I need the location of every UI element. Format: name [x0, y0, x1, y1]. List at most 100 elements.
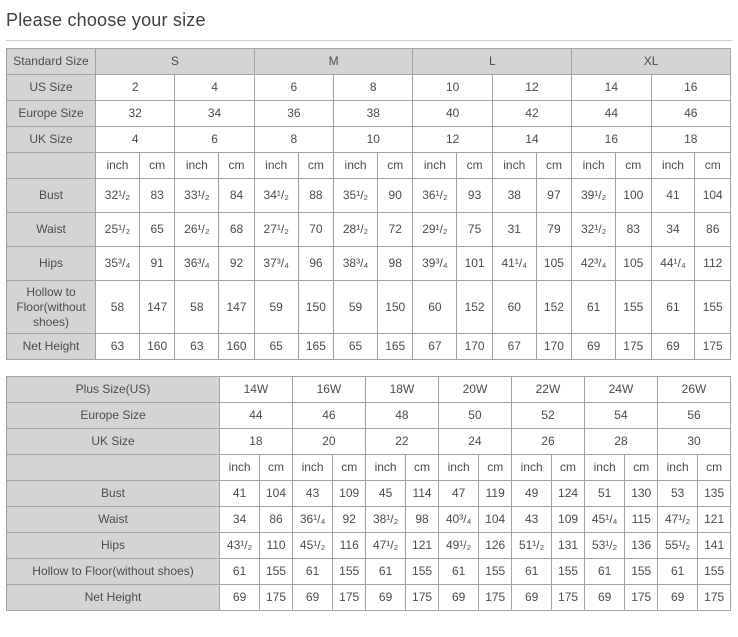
- row-label-cell: Europe Size: [6, 100, 96, 127]
- value-cell: 53¹/₂: [583, 532, 626, 559]
- value-cell: 35¹/₂: [333, 178, 379, 213]
- value-cell: 68: [218, 212, 255, 247]
- value-cell: 86: [694, 212, 731, 247]
- unit-header-cell: inch: [583, 454, 626, 481]
- value-cell: 28¹/₂: [333, 212, 379, 247]
- value-cell: 175: [697, 584, 731, 611]
- value-cell: 45¹/₄: [583, 506, 626, 533]
- value-cell: 150: [297, 280, 335, 334]
- row-label-cell: Hips: [6, 532, 220, 559]
- unit-header-cell: inch: [365, 454, 407, 481]
- row-label-cell: Bust: [6, 480, 220, 507]
- row-label-cell: Hips: [6, 246, 96, 281]
- hips-row: Hips 43¹/₂ 110 45¹/₂ 116 47¹/₂ 121 49¹/₂ 126 51¹/…: [6, 532, 731, 559]
- value-cell: 72: [377, 212, 414, 247]
- value-cell: 69: [583, 584, 626, 611]
- unit-header-cell: inch: [174, 152, 220, 179]
- value-cell: 114: [405, 480, 439, 507]
- value-cell: 25¹/₂: [95, 212, 140, 247]
- value-cell: 175: [259, 584, 293, 611]
- value-cell: 160: [138, 333, 176, 360]
- value-cell: 38: [491, 178, 537, 213]
- value-cell: 116: [332, 532, 367, 559]
- value-cell: 51: [583, 480, 626, 507]
- value-cell: 34: [650, 212, 696, 247]
- row-label-cell: Europe Size: [6, 402, 220, 429]
- value-cell: 14: [571, 74, 652, 101]
- value-cell: 38¹/₂: [365, 506, 407, 533]
- value-cell: 136: [624, 532, 659, 559]
- unit-header-cell: cm: [332, 454, 367, 481]
- unit-header-cell: cm: [697, 454, 731, 481]
- value-cell: 175: [624, 584, 659, 611]
- value-cell: 109: [332, 480, 367, 507]
- value-cell: 79: [535, 212, 573, 247]
- value-cell: 170: [535, 333, 573, 360]
- value-cell: 98: [377, 246, 414, 281]
- value-cell: 31: [491, 212, 537, 247]
- value-cell: 38: [333, 100, 414, 127]
- value-cell: 65: [333, 333, 379, 360]
- value-cell: 10: [333, 126, 414, 153]
- value-cell: 112: [694, 246, 731, 281]
- value-cell: 50: [437, 402, 513, 429]
- value-cell: 42³/₄: [571, 246, 617, 281]
- value-cell: 16W: [291, 376, 367, 403]
- row-label-cell: US Size: [6, 74, 96, 101]
- value-cell: 63: [174, 333, 220, 360]
- value-cell: 121: [405, 532, 439, 559]
- value-cell: 41: [650, 178, 696, 213]
- value-cell: 14: [491, 126, 573, 153]
- value-cell: 104: [478, 506, 513, 533]
- value-cell: 33¹/₂: [174, 178, 220, 213]
- unit-header-cell: inch: [291, 454, 334, 481]
- value-cell: 96: [297, 246, 335, 281]
- value-cell: 175: [694, 333, 731, 360]
- value-cell: 135: [697, 480, 731, 507]
- value-cell: 54: [583, 402, 659, 429]
- value-cell: 61: [365, 558, 407, 585]
- value-cell: 36³/₄: [174, 246, 220, 281]
- value-cell: 69: [571, 333, 617, 360]
- value-cell: 18W: [365, 376, 439, 403]
- value-cell: 105: [615, 246, 652, 281]
- value-cell: 36¹/₄: [291, 506, 334, 533]
- value-cell: 109: [551, 506, 585, 533]
- value-cell: 126: [478, 532, 513, 559]
- value-cell: 59: [333, 280, 379, 334]
- value-cell: 67: [412, 333, 458, 360]
- value-cell: 53: [657, 480, 699, 507]
- value-cell: 46: [291, 402, 367, 429]
- value-cell: 58: [174, 280, 220, 334]
- value-cell: 155: [694, 280, 731, 334]
- value-cell: 45¹/₂: [291, 532, 334, 559]
- value-cell: 61: [650, 280, 696, 334]
- us-size-row: US Size 2 4 6 8 10 12 14 16: [6, 74, 732, 101]
- value-cell: 110: [259, 532, 293, 559]
- value-cell: 100: [615, 178, 652, 213]
- value-cell: 61: [437, 558, 480, 585]
- value-cell: 115: [624, 506, 659, 533]
- value-cell: 51¹/₂: [511, 532, 553, 559]
- value-cell: 4: [94, 126, 176, 153]
- value-cell: 84: [218, 178, 255, 213]
- value-cell: 32: [94, 100, 176, 127]
- unit-header-cell: inch: [437, 454, 480, 481]
- value-cell: 175: [551, 584, 585, 611]
- value-cell: 83: [138, 178, 176, 213]
- unit-header-cell: cm: [218, 152, 255, 179]
- value-cell: 12: [412, 126, 493, 153]
- row-label-cell: Hollow to Floor(without shoes): [6, 280, 96, 334]
- value-cell: 121: [697, 506, 731, 533]
- row-label-cell: Waist: [6, 212, 96, 247]
- size-group-cell: M: [253, 48, 414, 75]
- row-label-cell: UK Size: [6, 126, 96, 153]
- unit-header-cell: cm: [478, 454, 513, 481]
- value-cell: 60: [491, 280, 537, 334]
- value-cell: 44¹/₄: [650, 246, 696, 281]
- unit-header-cell: inch: [491, 152, 537, 179]
- hips-row: Hips 35³/₄ 91 36³/₄ 92 37³/₄ 96 38³/₄ 98 39³/₄ 101…: [6, 246, 731, 281]
- unit-header-cell: inch: [571, 152, 617, 179]
- size-group-cell: L: [412, 48, 573, 75]
- unit-header-cell: cm: [551, 454, 585, 481]
